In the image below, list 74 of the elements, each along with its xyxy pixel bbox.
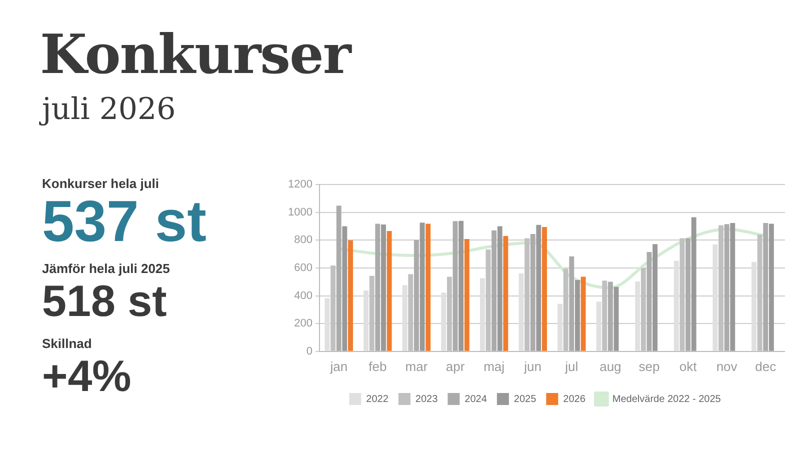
- bar: [402, 285, 408, 351]
- bar: [420, 222, 425, 351]
- legend-label: 2023: [415, 394, 438, 405]
- x-tick-label: aug: [600, 358, 622, 374]
- bar: [375, 224, 380, 351]
- bar: [492, 230, 497, 351]
- bar: [751, 262, 756, 351]
- y-tick-label: 0: [306, 345, 312, 358]
- bar: [730, 222, 736, 351]
- bar: [336, 206, 342, 351]
- x-tick-label: feb: [368, 358, 387, 374]
- legend-label: Medelvärde 2022 - 2025: [612, 394, 722, 405]
- bar: [441, 292, 446, 351]
- bar: [342, 226, 348, 351]
- legend-label: 2024: [464, 394, 488, 405]
- x-tick-label: apr: [446, 358, 466, 374]
- text: Skillnad: [42, 336, 93, 351]
- x-tick-label: jul: [564, 358, 578, 374]
- y-tick-label: 1200: [288, 178, 312, 191]
- bar: [768, 224, 774, 351]
- text: +4%: [42, 351, 132, 403]
- x-tick-label: mar: [405, 358, 428, 374]
- y-tick-label: 400: [294, 290, 312, 302]
- bar: [724, 224, 730, 351]
- text: Konkurser hela juli: [42, 176, 160, 191]
- bar: [596, 302, 602, 351]
- bar: [414, 240, 419, 351]
- y-tick-label: 1000: [288, 206, 312, 218]
- x-tick-label: nov: [716, 358, 738, 374]
- bar: [458, 220, 464, 351]
- bar: [580, 276, 586, 351]
- x-tick-label: jun: [523, 358, 542, 374]
- text: Jämför hela juli 2025: [42, 261, 171, 276]
- bar: [518, 273, 524, 351]
- bar: [503, 236, 508, 351]
- bar: [386, 231, 392, 351]
- bar: [324, 298, 330, 351]
- bar: [574, 280, 580, 351]
- bar: [558, 304, 562, 351]
- bar: [614, 286, 619, 351]
- bar: [646, 252, 652, 351]
- bar: [426, 224, 431, 351]
- bar: [364, 290, 368, 351]
- bar: [452, 221, 458, 351]
- bar: [480, 278, 485, 351]
- chart-title: Konkurser: [40, 22, 350, 86]
- x-tick-label: dec: [755, 358, 777, 374]
- bar: [497, 226, 502, 351]
- legend-label: 2022: [366, 394, 389, 405]
- bar: [608, 282, 613, 351]
- y-tick-label: 200: [294, 318, 312, 330]
- bar: [652, 244, 658, 351]
- bar: [536, 224, 542, 351]
- bar: [569, 256, 574, 351]
- x-tick-label: okt: [679, 358, 698, 374]
- bar: [691, 217, 696, 351]
- text: 518 st: [42, 276, 168, 328]
- legend-label: 2026: [563, 394, 586, 405]
- bar: [712, 244, 718, 351]
- bar: [381, 224, 386, 351]
- bar: [635, 281, 640, 351]
- x-tick-label: maj: [484, 358, 505, 374]
- bar: [348, 240, 353, 351]
- bar: [464, 238, 470, 351]
- bar: [763, 222, 768, 351]
- x-tick-label: jan: [329, 358, 348, 374]
- y-tick-label: 600: [294, 262, 312, 274]
- bar: [542, 226, 547, 351]
- bar: [674, 260, 679, 351]
- bar: [686, 238, 690, 351]
- x-tick-label: sep: [638, 358, 660, 374]
- y-tick-label: 800: [294, 234, 312, 246]
- legend-label: 2025: [514, 394, 537, 405]
- bar: [530, 234, 536, 351]
